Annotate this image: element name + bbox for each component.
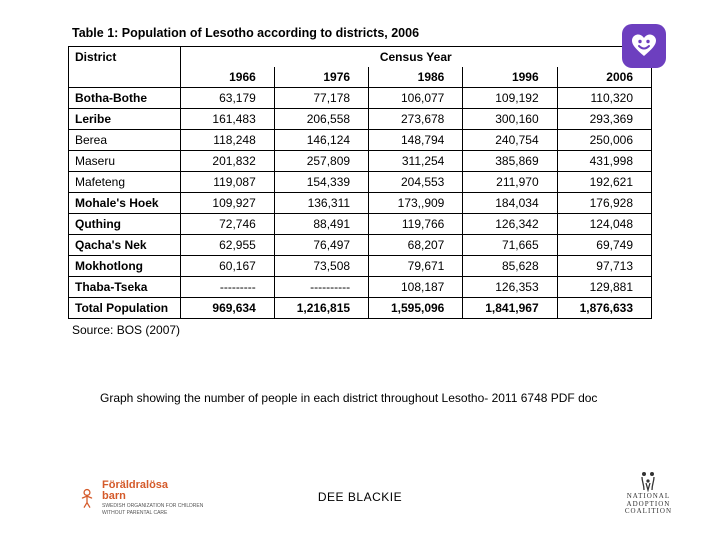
row-name: Maseru — [69, 151, 181, 172]
col-year-1: 1976 — [274, 67, 368, 88]
table-row: Qacha's Nek62,95576,49768,20771,66569,74… — [69, 235, 652, 256]
table-source: Source: BOS (2007) — [72, 323, 652, 337]
cell: 126,353 — [463, 277, 557, 298]
table-row: Quthing72,74688,491119,766126,342124,048 — [69, 214, 652, 235]
cell: 106,077 — [369, 88, 463, 109]
right-logo-l3: COALITION — [625, 508, 672, 516]
cell: 148,794 — [369, 130, 463, 151]
cell: 431,998 — [557, 151, 651, 172]
cell: 146,124 — [274, 130, 368, 151]
row-name: Thaba-Tseka — [69, 277, 181, 298]
row-name: Leribe — [69, 109, 181, 130]
table-row: Botha-Bothe63,17977,178106,077109,192110… — [69, 88, 652, 109]
total-v4: 1,876,633 — [557, 298, 651, 319]
cell: ---------- — [274, 277, 368, 298]
cell: 192,621 — [557, 172, 651, 193]
cell: 71,665 — [463, 235, 557, 256]
family-icon — [638, 470, 658, 492]
cell: 240,754 — [463, 130, 557, 151]
cell: 62,955 — [180, 235, 274, 256]
cell: 124,048 — [557, 214, 651, 235]
cell: 68,207 — [369, 235, 463, 256]
row-name: Berea — [69, 130, 181, 151]
cell: 250,006 — [557, 130, 651, 151]
cell: 109,192 — [463, 88, 557, 109]
cell: 293,369 — [557, 109, 651, 130]
table-row: Thaba-Tseka-------------------108,187126… — [69, 277, 652, 298]
table-title: Table 1: Population of Lesotho according… — [72, 26, 652, 40]
table-row: Mafeteng119,087154,339204,553211,970192,… — [69, 172, 652, 193]
right-logo: NATIONAL ADOPTION COALITION — [625, 470, 672, 516]
cell: 60,167 — [180, 256, 274, 277]
cell: 184,034 — [463, 193, 557, 214]
cell: 206,558 — [274, 109, 368, 130]
col-year-0: 1966 — [180, 67, 274, 88]
cell: 73,508 — [274, 256, 368, 277]
caption-text: Graph showing the number of people in ea… — [100, 391, 652, 405]
cell: 77,178 — [274, 88, 368, 109]
cell: 161,483 — [180, 109, 274, 130]
left-logo-tag-a: SWEDISH ORGANIZATION FOR CHILDREN — [102, 504, 203, 509]
row-name: Mokhotlong — [69, 256, 181, 277]
total-label: Total Population — [69, 298, 181, 319]
cell: 129,881 — [557, 277, 651, 298]
left-logo-tag-b: WITHOUT PARENTAL CARE — [102, 511, 203, 516]
table-row: Mohale's Hoek109,927136,311173,,909184,0… — [69, 193, 652, 214]
cell: 118,248 — [180, 130, 274, 151]
cell: 201,832 — [180, 151, 274, 172]
cell: 126,342 — [463, 214, 557, 235]
cell: --------- — [180, 277, 274, 298]
cell: 311,254 — [369, 151, 463, 172]
table-row: Leribe161,483206,558273,678300,160293,36… — [69, 109, 652, 130]
table-header-row-1: District Census Year — [69, 47, 652, 68]
table-row: Berea118,248146,124148,794240,754250,006 — [69, 130, 652, 151]
footer-author: DEE BLACKIE — [0, 490, 720, 504]
cell: 300,160 — [463, 109, 557, 130]
total-v3: 1,841,967 — [463, 298, 557, 319]
row-name: Botha-Bothe — [69, 88, 181, 109]
table-total-row: Total Population 969,634 1,216,815 1,595… — [69, 298, 652, 319]
cell: 97,713 — [557, 256, 651, 277]
cell: 76,497 — [274, 235, 368, 256]
left-logo-line1: Föräldralösa — [102, 480, 203, 491]
cell: 173,,909 — [369, 193, 463, 214]
cell: 69,749 — [557, 235, 651, 256]
cell: 109,927 — [180, 193, 274, 214]
col-district: District — [69, 47, 181, 88]
cell: 154,339 — [274, 172, 368, 193]
total-v2: 1,595,096 — [369, 298, 463, 319]
cell: 385,869 — [463, 151, 557, 172]
row-name: Mafeteng — [69, 172, 181, 193]
cell: 119,766 — [369, 214, 463, 235]
cell: 257,809 — [274, 151, 368, 172]
cell: 72,746 — [180, 214, 274, 235]
cell: 110,320 — [557, 88, 651, 109]
cell: 88,491 — [274, 214, 368, 235]
footer: Föräldralösa barn SWEDISH ORGANIZATION F… — [0, 468, 720, 516]
cell: 63,179 — [180, 88, 274, 109]
population-table: District Census Year 1966 1976 1986 1996… — [68, 46, 652, 319]
col-census-year: Census Year — [180, 47, 651, 68]
col-year-3: 1996 — [463, 67, 557, 88]
cell: 119,087 — [180, 172, 274, 193]
total-v0: 969,634 — [180, 298, 274, 319]
heart-badge-icon — [622, 24, 666, 68]
cell: 108,187 — [369, 277, 463, 298]
cell: 204,553 — [369, 172, 463, 193]
col-year-2: 1986 — [369, 67, 463, 88]
row-name: Mohale's Hoek — [69, 193, 181, 214]
cell: 211,970 — [463, 172, 557, 193]
cell: 79,671 — [369, 256, 463, 277]
col-year-4: 2006 — [557, 67, 651, 88]
cell: 85,628 — [463, 256, 557, 277]
cell: 273,678 — [369, 109, 463, 130]
total-v1: 1,216,815 — [274, 298, 368, 319]
table-row: Mokhotlong60,16773,50879,67185,62897,713 — [69, 256, 652, 277]
row-name: Qacha's Nek — [69, 235, 181, 256]
table-row: Maseru201,832257,809311,254385,869431,99… — [69, 151, 652, 172]
cell: 136,311 — [274, 193, 368, 214]
cell: 176,928 — [557, 193, 651, 214]
row-name: Quthing — [69, 214, 181, 235]
